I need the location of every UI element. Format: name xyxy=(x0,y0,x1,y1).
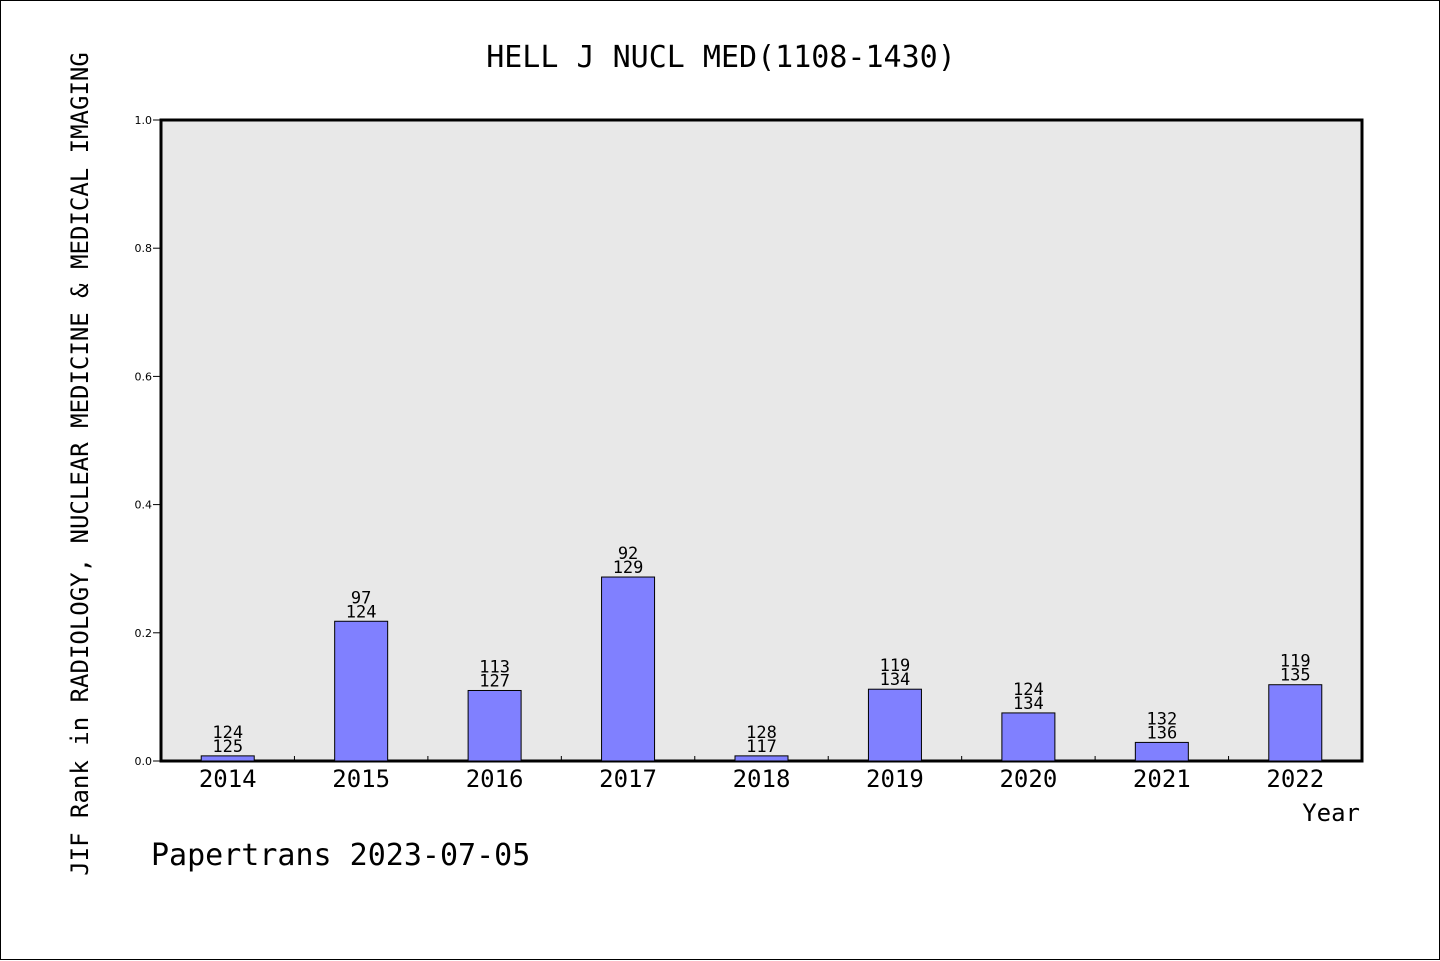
total-label: 127 xyxy=(479,671,510,691)
credit-text: Papertrans 2023-07-05 xyxy=(151,838,530,873)
total-label: 135 xyxy=(1280,666,1311,686)
rank-label: 113 xyxy=(479,657,510,677)
x-tick-label: 2022 xyxy=(1266,765,1324,793)
rank-label: 119 xyxy=(880,656,911,676)
x-axis-label: Year xyxy=(1302,799,1360,827)
x-tick-label: 2020 xyxy=(999,765,1057,793)
rank-label: 132 xyxy=(1146,709,1177,729)
rank-label: 128 xyxy=(746,723,777,743)
bar-2021 xyxy=(1134,741,1189,762)
y-tick-label: 0.8 xyxy=(135,242,153,255)
total-label: 134 xyxy=(1013,694,1044,714)
y-tick-label: 0.0 xyxy=(135,755,153,768)
x-axis: 2014 2015 2016 2017 2018 2019 2020 2021 2022 xyxy=(199,756,1324,793)
y-tick-label: 1.0 xyxy=(135,114,153,127)
y-axis-label: JIF Rank in RADIOLOGY, NUCLEAR MEDICINE … xyxy=(66,52,94,876)
bar-2015 xyxy=(334,620,389,762)
x-tick-label: 2017 xyxy=(599,765,657,793)
y-tick-label: 0.2 xyxy=(135,627,153,640)
total-label: 129 xyxy=(613,558,644,578)
bar-2019 xyxy=(867,688,922,762)
total-label: 125 xyxy=(212,737,243,757)
total-label: 136 xyxy=(1146,723,1177,743)
x-tick-label: 2018 xyxy=(733,765,791,793)
y-axis: 0.0 0.2 0.4 0.6 0.8 1.0 xyxy=(135,114,161,768)
bar-2014 xyxy=(200,755,255,762)
rank-label: 124 xyxy=(1013,680,1044,700)
x-tick-label: 2016 xyxy=(466,765,524,793)
rank-label: 97 xyxy=(351,588,371,608)
total-label: 134 xyxy=(880,670,911,690)
rank-label: 119 xyxy=(1280,652,1311,672)
bar-2022 xyxy=(1268,684,1323,762)
y-tick-label: 0.4 xyxy=(135,499,153,512)
x-tick-label: 2019 xyxy=(866,765,924,793)
rank-label: 124 xyxy=(212,723,243,743)
bar-2016 xyxy=(467,689,522,762)
total-label: 124 xyxy=(346,602,377,622)
chart-title: HELL J NUCL MED(1108-1430) xyxy=(486,40,956,75)
bar-2017 xyxy=(601,576,656,762)
bar-2018 xyxy=(734,755,789,762)
x-tick-label: 2021 xyxy=(1133,765,1191,793)
x-tick-label: 2014 xyxy=(199,765,257,793)
bar-2020 xyxy=(1001,712,1056,762)
x-tick-label: 2015 xyxy=(332,765,390,793)
y-tick-label: 0.6 xyxy=(135,370,153,383)
total-label: 117 xyxy=(746,737,777,757)
rank-label: 92 xyxy=(618,544,638,564)
